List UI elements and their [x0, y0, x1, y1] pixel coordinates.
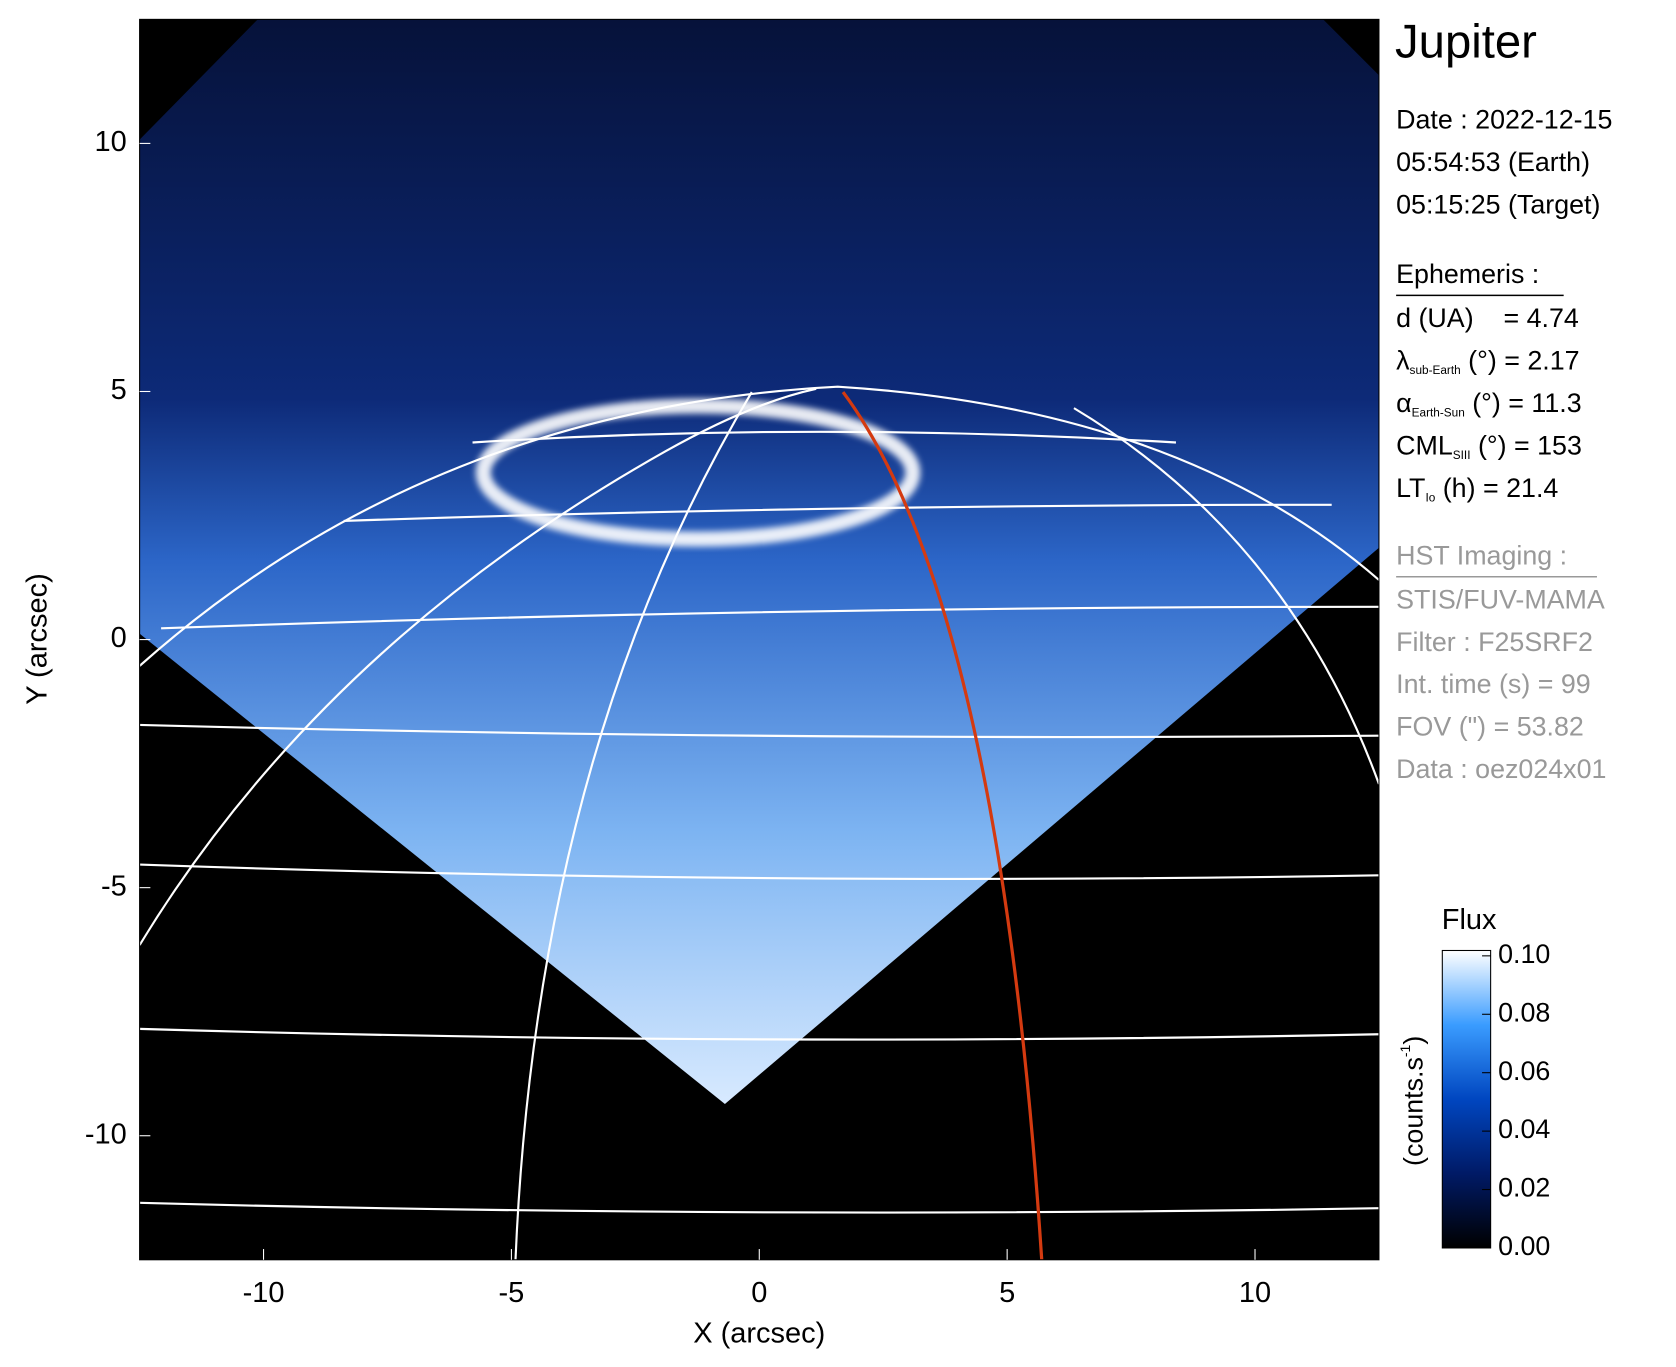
ephemeris-line: λsub-Earth (°) = 2.17 [1396, 346, 1579, 378]
y-tick-label: 0 [111, 622, 127, 654]
ephemeris-line-rest: (°) = 2.17 [1461, 346, 1580, 376]
ephemeris-line-main: CML [1396, 430, 1453, 460]
ephemeris-line: d (UA) = 4.74 [1396, 303, 1579, 333]
date-line: Date : 2022-12-15 [1396, 104, 1612, 134]
ephemeris-line-sub: sub-Earth [1410, 363, 1461, 377]
colorbar-label-sup: -1 [1396, 1044, 1412, 1057]
ephemeris-line-sub: Earth-Sun [1412, 406, 1465, 420]
y-tick-label: 5 [111, 374, 127, 406]
x-tick-label: 10 [1239, 1277, 1271, 1309]
colorbar-tick-label: 0.00 [1498, 1231, 1550, 1261]
y-tick-label: -5 [101, 870, 127, 902]
instrument-line: FOV (") = 53.82 [1396, 711, 1584, 741]
x-tick-label: 0 [751, 1277, 767, 1309]
date-line: 05:15:25 (Target) [1396, 189, 1600, 219]
ephemeris-line: LTIo (h) = 21.4 [1396, 473, 1558, 505]
auroral-oval [475, 398, 921, 547]
colorbar-tick-label: 0.10 [1498, 939, 1550, 969]
date-line: 05:54:53 (Earth) [1396, 147, 1590, 177]
ephemeris-heading: Ephemeris : [1396, 259, 1539, 289]
ephemeris-line-main: d (UA) = 4.74 [1396, 303, 1579, 333]
planet-grid [139, 385, 1379, 1260]
y-tick-label: 10 [94, 126, 126, 158]
colorbar-tick-label: 0.04 [1498, 1114, 1550, 1144]
x-axis-label: X (arcsec) [693, 1318, 825, 1350]
ephemeris-line-main: λ [1396, 346, 1410, 376]
ephemeris-line-rest: (°) = 153 [1470, 430, 1581, 460]
ephemeris-line-rest: (°) = 11.3 [1465, 388, 1582, 418]
chart-title: Jupiter [1395, 16, 1537, 69]
ephemeris-line-main: LT [1396, 473, 1425, 503]
central-meridian [841, 391, 1044, 1260]
colorbar-tick-label: 0.08 [1498, 997, 1550, 1027]
colorbar-tick-label: 0.06 [1498, 1056, 1550, 1086]
colorbar-label-main: (counts.s [1399, 1057, 1429, 1166]
colorbar [1441, 949, 1492, 1249]
ephemeris-line-rest: (h) = 21.4 [1435, 473, 1558, 503]
ephemeris-line-main: α [1396, 388, 1412, 418]
instrument-line: Int. time (s) = 99 [1396, 669, 1591, 699]
x-tick-label: 5 [999, 1277, 1015, 1309]
y-axis-label: Y (arcsec) [21, 573, 53, 705]
instrument-line: STIS/FUV-MAMA [1396, 585, 1605, 615]
y-tick-label: -10 [85, 1118, 127, 1150]
ephemeris-line-sub: Io [1425, 490, 1435, 504]
x-tick-label: -5 [499, 1277, 525, 1309]
ephemeris-line: αEarth-Sun (°) = 11.3 [1396, 388, 1582, 420]
instrument-line: Filter : F25SRF2 [1396, 627, 1593, 657]
image-layer [139, 19, 1379, 1260]
ephemeris-line: CMLSIII (°) = 153 [1396, 430, 1582, 462]
x-tick-label: -10 [243, 1277, 285, 1309]
detector-image [139, 19, 1379, 1105]
colorbar-tick-label: 0.02 [1498, 1173, 1550, 1203]
colorbar-label: (counts.s-1) [1396, 1036, 1428, 1166]
colorbar-title: Flux [1442, 904, 1497, 936]
instrument-line: Data : oez024x01 [1396, 754, 1606, 784]
ephemeris-line-sub: SIII [1453, 448, 1471, 462]
instrument-heading: HST Imaging : [1396, 541, 1567, 571]
colorbar-label-rest: ) [1399, 1036, 1429, 1045]
